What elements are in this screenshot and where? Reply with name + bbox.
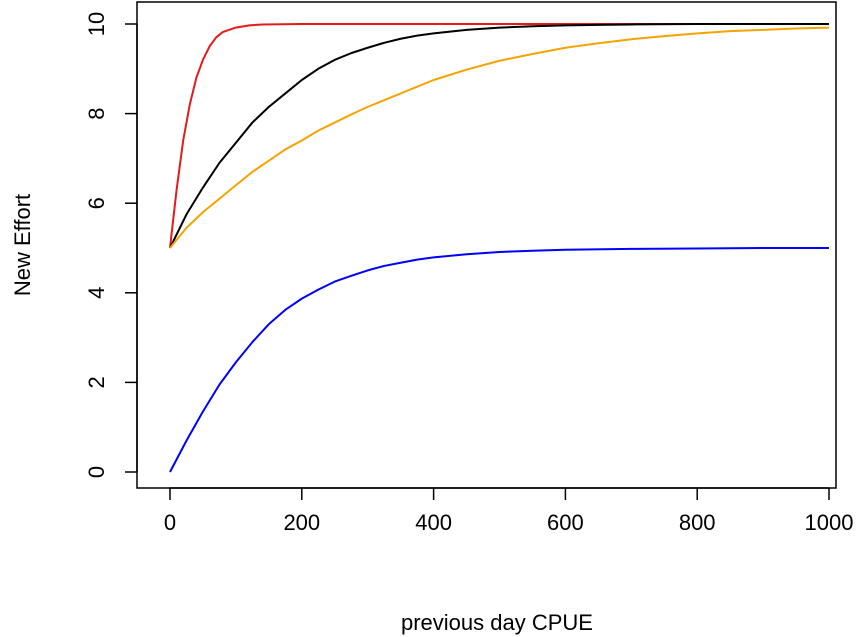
x-tick-label: 200 xyxy=(283,510,320,535)
series-line-black xyxy=(169,23,829,249)
y-tick-label: 2 xyxy=(84,376,109,388)
y-tick-label: 0 xyxy=(84,466,109,478)
x-tick-label: 600 xyxy=(547,510,584,535)
y-tick-label: 6 xyxy=(84,197,109,209)
series-line-blue xyxy=(169,247,829,473)
x-tick-label: 0 xyxy=(164,510,176,535)
series-line-red xyxy=(169,23,829,249)
y-axis-label: New Effort xyxy=(10,194,35,296)
plot-frame xyxy=(136,1,837,489)
y-tick-label: 8 xyxy=(84,107,109,119)
y-tick-label: 10 xyxy=(84,12,109,36)
y-tick-label: 4 xyxy=(84,287,109,299)
series-line-orange xyxy=(169,26,830,249)
x-axis: 0 200 400 600 800 1000 xyxy=(164,487,854,535)
x-tick-label: 400 xyxy=(415,510,452,535)
x-tick-label: 800 xyxy=(679,510,716,535)
x-axis-label: previous day CPUE xyxy=(401,610,593,635)
x-tick-label: 1000 xyxy=(805,510,854,535)
y-axis: 0 2 4 6 8 10 xyxy=(84,12,138,478)
series-layer xyxy=(169,23,830,473)
